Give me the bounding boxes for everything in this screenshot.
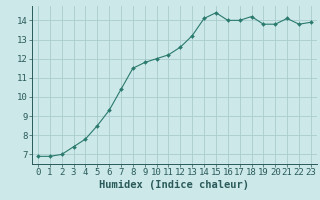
X-axis label: Humidex (Indice chaleur): Humidex (Indice chaleur): [100, 180, 249, 190]
